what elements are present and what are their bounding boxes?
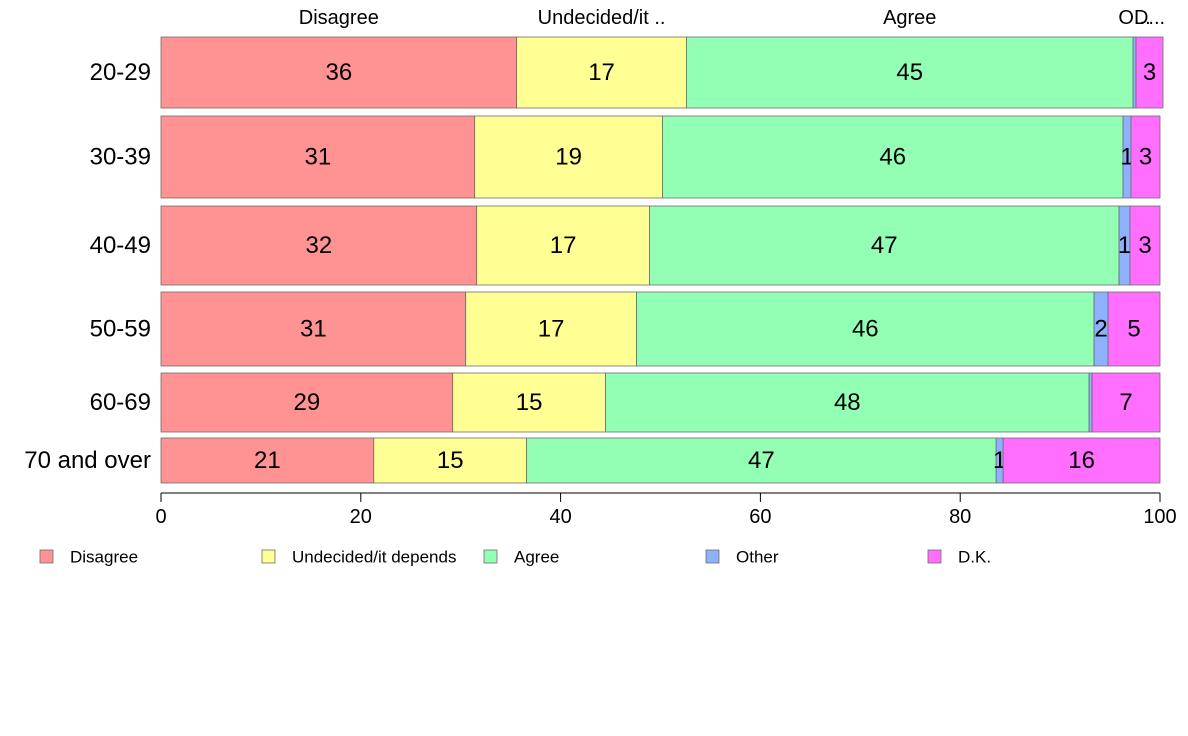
bar-segment-disagree bbox=[160, 372, 454, 433]
value-label: 7 bbox=[1119, 389, 1132, 416]
bar-segment-d-k bbox=[1002, 437, 1161, 484]
bar-segment-agree bbox=[662, 115, 1124, 199]
x-tick-label: 80 bbox=[949, 506, 971, 528]
category-label: 20-29 bbox=[90, 59, 151, 86]
legend-item-disagree: Disagree bbox=[39, 548, 138, 567]
bar-segment-d-k bbox=[1135, 36, 1164, 109]
bar-segment-agree bbox=[636, 291, 1095, 367]
column-header: O... bbox=[1118, 7, 1150, 29]
legend-label: D.K. bbox=[958, 548, 991, 567]
value-label: 36 bbox=[325, 59, 352, 86]
column-header: Agree bbox=[883, 7, 936, 29]
x-axis: 0 20 40 60 80 100 bbox=[155, 492, 1177, 528]
x-tick-label: 100 bbox=[1143, 506, 1176, 528]
bar-segment-d-k bbox=[1129, 205, 1161, 286]
value-label: 1 bbox=[1118, 232, 1131, 259]
legend-label: Other bbox=[736, 548, 779, 567]
bar-segment-agree bbox=[526, 437, 997, 484]
value-label: 17 bbox=[538, 316, 565, 343]
x-tick-label: 0 bbox=[155, 506, 166, 528]
legend-item-other: Other bbox=[705, 548, 779, 567]
value-label: 17 bbox=[550, 232, 577, 259]
value-label: 45 bbox=[896, 59, 923, 86]
column-header: Undecided/it .. bbox=[538, 7, 666, 29]
legend-swatch bbox=[483, 549, 498, 564]
legend-label: Undecided/it depends bbox=[292, 548, 456, 567]
bar-segment-other bbox=[1132, 36, 1137, 109]
x-tick-label: 40 bbox=[549, 506, 571, 528]
bar-segment-undecided-it-depends bbox=[452, 372, 606, 433]
value-label: 17 bbox=[588, 59, 615, 86]
value-label: 1 bbox=[1120, 144, 1133, 171]
bar-segment-undecided-it-depends bbox=[474, 115, 663, 199]
value-label: 47 bbox=[871, 232, 898, 259]
legend-item-d-k: D.K. bbox=[927, 548, 991, 567]
legend-item-agree: Agree bbox=[483, 548, 559, 567]
category-label: 60-69 bbox=[90, 389, 151, 416]
bar-segment-disagree bbox=[160, 115, 476, 199]
value-label: 3 bbox=[1139, 144, 1152, 171]
legend: Disagree Undecided/it depends Agree Other D.… bbox=[39, 548, 991, 567]
bar-row-70-and-over: 70 and over 21 15 47 1 16 bbox=[24, 437, 1161, 484]
category-label: 50-59 bbox=[90, 316, 151, 343]
legend-label: Agree bbox=[514, 548, 559, 567]
value-label: 21 bbox=[254, 447, 281, 474]
value-label: 29 bbox=[294, 389, 321, 416]
bar-row-50-59: 50-59 31 17 46 2 5 bbox=[90, 291, 1161, 367]
bar-row-60-69: 60-69 29 15 48 7 bbox=[90, 372, 1161, 433]
bar-segment-undecided-it-depends bbox=[476, 205, 650, 286]
bar-segment-undecided-it-depends bbox=[373, 437, 528, 484]
column-header: D... bbox=[1134, 7, 1165, 29]
bar-segment-agree bbox=[605, 372, 1090, 433]
value-label: 32 bbox=[305, 232, 332, 259]
bar-row-40-49: 40-49 32 17 47 1 3 bbox=[90, 205, 1161, 286]
x-tick-label: 60 bbox=[749, 506, 771, 528]
bar-segment-d-k bbox=[1091, 372, 1161, 433]
value-label: 3 bbox=[1143, 59, 1156, 86]
x-tick-label: 20 bbox=[350, 506, 372, 528]
value-label: 3 bbox=[1138, 232, 1151, 259]
bar-segment-undecided-it-depends bbox=[516, 36, 687, 109]
column-header: Disagree bbox=[299, 7, 379, 29]
legend-swatch bbox=[705, 549, 720, 564]
legend-item-undecided-it-depends: Undecided/it depends bbox=[261, 548, 456, 567]
bar-segment-disagree bbox=[160, 437, 375, 484]
value-label: 15 bbox=[437, 447, 464, 474]
value-label: 16 bbox=[1068, 447, 1095, 474]
value-label: 15 bbox=[516, 389, 543, 416]
category-label: 30-39 bbox=[90, 144, 151, 171]
value-label: 48 bbox=[834, 389, 861, 416]
value-label: 31 bbox=[304, 144, 331, 171]
legend-label: Disagree bbox=[70, 548, 138, 567]
value-label: 5 bbox=[1127, 316, 1140, 343]
value-label: 46 bbox=[852, 316, 879, 343]
category-label: 70 and over bbox=[24, 447, 151, 474]
value-label: 19 bbox=[555, 144, 582, 171]
value-label: 31 bbox=[300, 316, 327, 343]
column-headers: Disagree Undecided/it .. Agree O...D... bbox=[299, 7, 1165, 29]
bar-segment-disagree bbox=[160, 291, 467, 367]
bar-segment-d-k bbox=[1130, 115, 1161, 199]
bar-row-20-29: 20-29 36 17 45 3 bbox=[90, 36, 1164, 109]
bar-segment-agree bbox=[649, 205, 1120, 286]
bar-segment-undecided-it-depends bbox=[465, 291, 637, 367]
value-label: 47 bbox=[748, 447, 775, 474]
legend-swatch bbox=[927, 549, 942, 564]
value-label: 46 bbox=[879, 144, 906, 171]
value-label: 2 bbox=[1094, 316, 1107, 343]
category-label: 40-49 bbox=[90, 232, 151, 259]
bars: 20-29 36 17 45 330-39 31 19 46 1 340-49 32 17 47 1 350… bbox=[24, 36, 1164, 484]
bar-segment-other bbox=[1088, 372, 1093, 433]
bar-segment-d-k bbox=[1107, 291, 1161, 367]
bar-row-30-39: 30-39 31 19 46 1 3 bbox=[90, 115, 1161, 199]
bar-segment-disagree bbox=[160, 205, 478, 286]
legend-swatch bbox=[261, 549, 276, 564]
legend-swatch bbox=[39, 549, 54, 564]
